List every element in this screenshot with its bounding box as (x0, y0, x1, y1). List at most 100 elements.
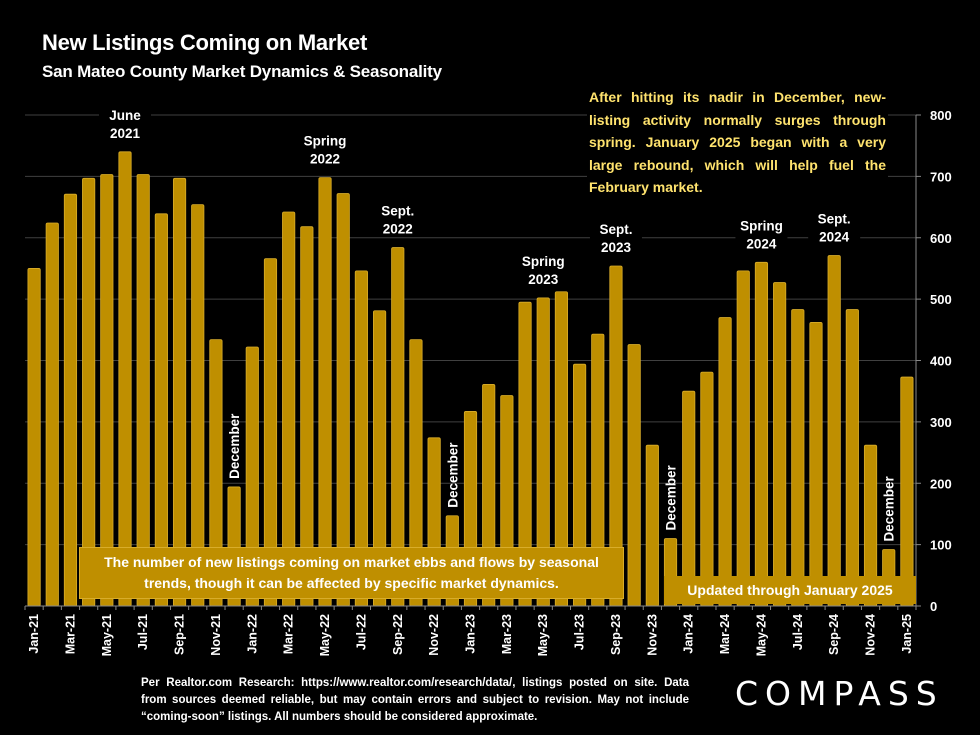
annotation-bg (371, 193, 424, 236)
x-tick-label: Sep-22 (391, 614, 405, 655)
annotation-bg (299, 123, 352, 166)
bar-sep-21 (172, 177, 187, 607)
annotation-label: Spring 2023 (517, 243, 570, 287)
y-tick-label: 200 (930, 476, 952, 491)
x-tick-label: Sep-21 (173, 614, 187, 655)
x-tick-label: Jan-24 (682, 614, 696, 654)
x-tick-label: Nov-23 (645, 614, 659, 656)
y-tick-label: 0 (930, 599, 937, 614)
y-tick-label: 400 (930, 354, 952, 369)
bar-jul-21 (136, 174, 150, 607)
bar-aug-24 (809, 322, 823, 607)
x-tick-label: Jul-23 (573, 614, 587, 650)
x-tick-label: Nov-22 (427, 614, 441, 656)
x-tick-label: May-21 (100, 614, 114, 656)
annotation-bg (735, 208, 788, 251)
annotation-text: June (109, 108, 141, 123)
source-footnote: Per Realtor.com Research: https://www.re… (141, 677, 689, 723)
x-tick-label: Nov-24 (864, 614, 878, 656)
bar-mar-21 (63, 193, 78, 607)
annotation-text: 2024 (819, 230, 850, 245)
annotation-bg (808, 201, 861, 244)
annotation-label: Spring 2022 (299, 123, 352, 167)
x-tick-label: Jan-23 (464, 614, 478, 654)
annotation-text: 2023 (528, 272, 559, 287)
x-axis: Jan-21 Mar-21 May-21 Jul-21 Sep-21 Nov-21 Jan-… (24, 605, 917, 656)
x-tick-label: May-22 (318, 614, 332, 656)
annotation-label: Sept. 2022 (371, 193, 424, 237)
x-tick-label: Mar-21 (63, 614, 77, 654)
compass-logo: COMPASS (735, 674, 944, 713)
bar-feb-24 (700, 371, 714, 607)
x-tick-label: Jul-22 (354, 614, 368, 650)
annotation-december: December (227, 413, 242, 479)
annotation-bg (589, 211, 642, 254)
bar-apr-24 (736, 270, 750, 607)
bar-jan-25 (900, 376, 914, 607)
annotation-label: June 2021 (99, 97, 152, 141)
annotation-text: 2022 (383, 222, 413, 237)
annotation-text: 2021 (110, 126, 141, 141)
annotation-bg (517, 243, 570, 286)
y-tick-label: 800 (930, 108, 952, 123)
bar-nov-23 (645, 444, 659, 607)
y-tick-label: 600 (930, 231, 952, 246)
seasonal-callout-box: The number of new listings coming on mar… (79, 547, 624, 599)
y-axis: 0 100 200 300 400 500 600 700 800 (915, 108, 952, 614)
x-tick-label: Jul-24 (791, 614, 805, 650)
annotation-december: December (882, 476, 897, 542)
annotation-text: 2023 (601, 240, 632, 255)
annotation-bg (99, 97, 152, 140)
bar-apr-21 (82, 177, 96, 607)
annotation-label: Sept. 2024 (808, 201, 861, 245)
updated-callout-box: Updated through January 2025 (664, 576, 916, 604)
bar-may-22 (318, 177, 332, 607)
bar-may-21 (100, 174, 114, 607)
x-tick-label: Sep-24 (827, 614, 841, 655)
bar-oct-24 (845, 309, 859, 607)
annotation-text: Spring (304, 134, 347, 149)
chart-subtitle: San Mateo County Market Dynamics & Seaso… (42, 62, 442, 81)
x-tick-label: Nov-21 (209, 614, 223, 656)
bar-jun-22 (336, 193, 350, 607)
bar-sep-24 (827, 255, 841, 607)
x-tick-label: Jan-21 (27, 614, 41, 654)
chart-title: New Listings Coming on Market (42, 30, 367, 55)
annotation-december: December (664, 464, 679, 530)
y-tick-label: 100 (930, 538, 952, 553)
bar-jan-21 (27, 268, 41, 607)
x-tick-label: Sep-23 (609, 614, 623, 655)
bar-feb-21 (45, 222, 59, 607)
annotations: June 2021 December Spring 2022 Sept. 2022 Decem… (99, 97, 897, 542)
y-tick-label: 300 (930, 415, 952, 430)
x-tick-label: Mar-23 (500, 614, 514, 654)
annotation-label: Spring 2024 (735, 208, 788, 251)
x-tick-label: Mar-24 (718, 614, 732, 654)
annotation-text: Spring (740, 218, 783, 233)
y-tick-label: 700 (930, 169, 952, 184)
annotation-text: Sept. (818, 212, 851, 227)
annotation-december: December (445, 442, 460, 508)
y-tick-label: 500 (930, 292, 952, 307)
x-tick-label: Jan-22 (245, 614, 259, 654)
bar-jul-24 (791, 309, 805, 607)
bar-mar-24 (718, 317, 732, 607)
bar-jan-24 (682, 390, 696, 607)
x-tick-label: May-24 (754, 614, 768, 656)
annotation-text: 2022 (310, 152, 340, 167)
annotation-text: Sept. (381, 204, 414, 219)
bar-oct-21 (191, 204, 205, 607)
annotation-text: Sept. (599, 222, 632, 237)
x-tick-label: Mar-22 (282, 614, 296, 654)
x-tick-label: May-23 (536, 614, 550, 656)
bar-oct-23 (627, 344, 641, 607)
commentary-note: After hitting its nadir in December, new… (587, 86, 888, 199)
x-tick-label: Jan-25 (900, 614, 914, 654)
annotation-label: Sept. 2023 (589, 211, 642, 255)
bar-may-24 (754, 261, 769, 607)
annotation-text: Spring (522, 254, 565, 269)
annotation-text: 2024 (746, 236, 777, 251)
bar-jun-21 (118, 151, 132, 607)
bar-jun-24 (773, 282, 787, 607)
x-tick-label: Jul-21 (136, 614, 150, 650)
